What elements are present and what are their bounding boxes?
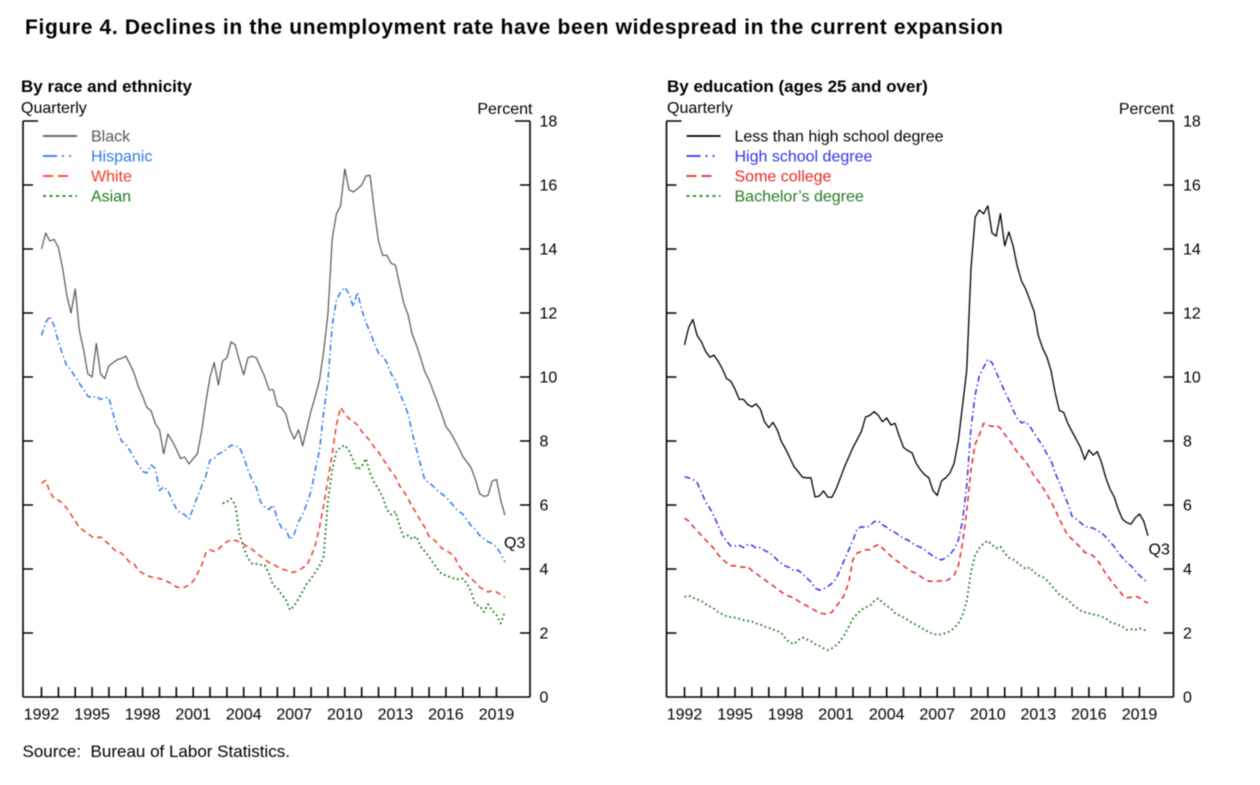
svg-text:Percent: Percent bbox=[1119, 101, 1175, 118]
svg-text:2019: 2019 bbox=[1122, 707, 1158, 724]
svg-text:4: 4 bbox=[540, 562, 549, 579]
svg-text:2016: 2016 bbox=[1071, 707, 1107, 724]
svg-text:By education (ages 25 and over: By education (ages 25 and over) bbox=[667, 77, 928, 96]
svg-text:1995: 1995 bbox=[717, 707, 753, 724]
svg-text:2004: 2004 bbox=[869, 707, 905, 724]
svg-text:0: 0 bbox=[1183, 690, 1192, 707]
svg-text:14: 14 bbox=[540, 242, 558, 259]
svg-text:8: 8 bbox=[1183, 434, 1192, 451]
svg-text:4: 4 bbox=[1183, 562, 1192, 579]
svg-text:16: 16 bbox=[540, 178, 558, 195]
svg-text:By race and ethnicity: By race and ethnicity bbox=[21, 77, 193, 96]
svg-text:2013: 2013 bbox=[1021, 707, 1057, 724]
svg-text:2001: 2001 bbox=[818, 707, 854, 724]
svg-text:12: 12 bbox=[540, 306, 558, 323]
svg-text:2007: 2007 bbox=[919, 707, 955, 724]
svg-text:1995: 1995 bbox=[74, 707, 110, 724]
svg-text:12: 12 bbox=[1183, 306, 1201, 323]
svg-text:Q3: Q3 bbox=[504, 535, 525, 552]
svg-text:High school degree: High school degree bbox=[735, 149, 873, 166]
svg-text:14: 14 bbox=[1183, 242, 1201, 259]
svg-text:Quarterly: Quarterly bbox=[667, 100, 733, 117]
svg-text:Q3: Q3 bbox=[1149, 542, 1170, 559]
svg-text:Figure 4. Declines in the unem: Figure 4. Declines in the unemployment r… bbox=[25, 16, 1004, 39]
svg-text:Asian: Asian bbox=[91, 189, 131, 206]
svg-text:6: 6 bbox=[540, 498, 549, 515]
svg-text:1992: 1992 bbox=[667, 707, 703, 724]
svg-text:6: 6 bbox=[1183, 498, 1192, 515]
svg-text:1998: 1998 bbox=[125, 707, 161, 724]
svg-text:0: 0 bbox=[540, 690, 549, 707]
svg-text:Some college: Some college bbox=[735, 169, 832, 186]
svg-text:Quarterly: Quarterly bbox=[21, 100, 87, 117]
svg-text:Hispanic: Hispanic bbox=[91, 149, 152, 166]
svg-text:2013: 2013 bbox=[378, 707, 414, 724]
svg-text:10: 10 bbox=[540, 370, 558, 387]
svg-text:1998: 1998 bbox=[768, 707, 804, 724]
svg-text:2010: 2010 bbox=[327, 707, 363, 724]
svg-text:1992: 1992 bbox=[24, 707, 60, 724]
svg-text:2010: 2010 bbox=[970, 707, 1006, 724]
svg-text:Source: Bureau of Labor Stati: Source: Bureau of Labor Statistics. bbox=[23, 742, 290, 761]
svg-text:16: 16 bbox=[1183, 178, 1201, 195]
svg-text:18: 18 bbox=[540, 114, 558, 131]
svg-text:Percent: Percent bbox=[477, 101, 533, 118]
svg-text:Bachelor’s degree: Bachelor’s degree bbox=[735, 189, 864, 206]
svg-text:Less than high school degree: Less than high school degree bbox=[735, 129, 944, 146]
svg-text:2019: 2019 bbox=[479, 707, 515, 724]
svg-text:2001: 2001 bbox=[175, 707, 211, 724]
svg-text:2: 2 bbox=[1183, 626, 1192, 643]
svg-text:2004: 2004 bbox=[226, 707, 262, 724]
svg-text:Black: Black bbox=[91, 129, 131, 146]
svg-text:White: White bbox=[91, 169, 132, 186]
svg-text:18: 18 bbox=[1183, 114, 1201, 131]
svg-text:10: 10 bbox=[1183, 370, 1201, 387]
svg-text:2016: 2016 bbox=[428, 707, 464, 724]
svg-text:8: 8 bbox=[540, 434, 549, 451]
svg-text:2007: 2007 bbox=[276, 707, 312, 724]
svg-text:2: 2 bbox=[540, 626, 549, 643]
